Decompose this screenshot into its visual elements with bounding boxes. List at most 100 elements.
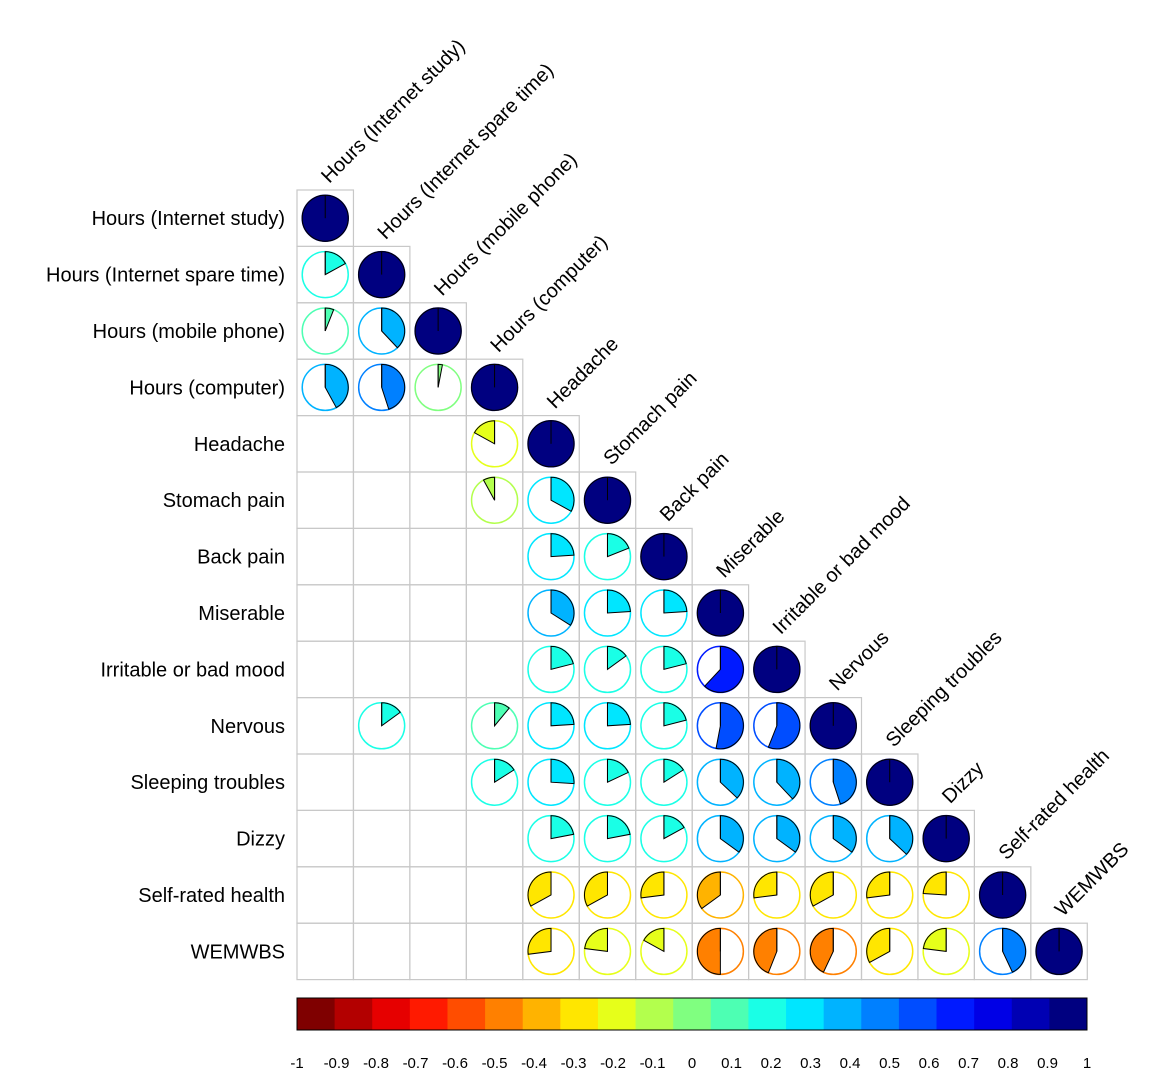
matrix-cell [409,753,467,812]
matrix-cell [296,922,355,981]
matrix-cell [409,866,467,924]
correlation-pie [809,927,858,976]
colorbar-tick-label: 0.9 [1037,1055,1058,1072]
correlation-pie [583,532,632,581]
colorbar-segment [485,998,524,1030]
column-label: Nervous [825,627,893,695]
colorbar-segment [748,998,787,1030]
matrix-cell [409,584,467,642]
colorbar-tick-label: -0.1 [640,1055,666,1072]
correlation-pie [640,871,688,919]
correlation-pie [809,702,858,750]
colorbar-tick-label: 0.4 [840,1055,861,1072]
colorbar-segment [786,998,825,1030]
colorbar: -1 -0.9 -0.8 -0.7 -0.6 -0.5 -0.4 -0.3 -0.2 -0.1 0 0… [290,997,1091,1072]
matrix-cell [409,415,467,473]
correlation-pie [470,476,519,524]
correlation-pie [527,476,575,524]
row-label: Self-rated health [138,885,285,907]
colorbar-segment [597,998,637,1030]
colorbar-segment [1049,998,1088,1030]
correlation-pie [583,476,632,524]
colorbar-segment [447,998,486,1030]
colorbar-segment [936,998,975,1030]
row-labels: Hours (Internet study) Hours (Internet sp… [46,208,285,963]
matrix-cell [352,922,411,981]
matrix-cell [296,753,355,812]
matrix-cell [352,640,411,699]
correlation-pie [357,307,406,355]
row-label: Stomach pain [163,490,285,512]
correlation-pie [640,758,688,806]
matrix-cell [352,584,411,642]
correlation-pie [357,363,406,412]
colorbar-tick-label: -1 [290,1055,303,1072]
matrix-cell [465,640,524,699]
row-label: Hours (Internet study) [92,208,285,230]
correlation-pie [301,363,349,412]
correlation-pie [357,250,406,299]
correlation-pie [640,702,688,750]
colorbar-segment [673,998,712,1030]
colorbar-segment [522,998,561,1030]
correlation-pie [922,927,970,976]
correlation-pie [696,871,745,919]
matrix-cell [409,696,467,755]
colorbar-tick-label: -0.6 [442,1055,468,1072]
column-label: Irritable or bad mood [769,493,915,639]
colorbar-segment [635,998,674,1030]
correlation-pie [753,927,801,976]
matrix-cell [352,809,411,868]
colorbar-segment [823,998,862,1030]
correlation-pie [414,363,462,412]
correlation-pie [809,758,858,806]
column-label: Miserable [712,505,789,582]
colorbar-tick-label: 0.8 [998,1055,1019,1072]
colorbar-tick-label: 0.2 [761,1055,782,1072]
row-label: Miserable [198,603,285,625]
colorbar-segment [898,998,938,1030]
row-label: WEMWBS [191,941,285,963]
correlation-pie [583,814,632,863]
correlation-pie [640,532,688,581]
matrix-cell [409,640,467,699]
column-label: Sleeping troubles [882,627,1007,752]
colorbar-tick-label: 0 [688,1055,696,1072]
colorbar-segment [409,998,448,1030]
column-label: Stomach pain [599,368,701,470]
colorbar-segment [1011,998,1050,1030]
colorbar-tick-label: -0.9 [324,1055,350,1072]
matrix-cell [352,753,411,812]
correlation-pie [696,702,745,750]
correlation-pie [696,645,745,694]
correlation-pie [640,814,688,863]
row-label: Nervous [211,716,285,738]
matrix-cell [465,922,524,981]
matrix-cell [409,922,467,981]
colorbar-tick-label: -0.8 [363,1055,389,1072]
matrix-cell [352,866,411,924]
matrix-cell [296,527,355,586]
correlation-pie [922,814,970,863]
correlation-pie [865,927,914,976]
correlation-pie [301,307,349,355]
colorbar-tick-label: 0.6 [919,1055,940,1072]
correlation-pie [301,194,349,242]
correlation-pie [301,250,349,299]
correlation-pie [865,814,914,863]
correlation-pie [640,589,688,637]
column-label: Hours (computer) [487,231,613,357]
correlation-pie [527,758,575,806]
colorbar-segment [560,998,599,1030]
colorbar-tick-label: -0.5 [482,1055,508,1072]
correlation-pie [640,927,688,976]
correlation-pie [1035,927,1083,976]
row-label: Sleeping troubles [130,772,285,794]
matrix-cell [465,527,524,586]
correlation-pie [865,758,914,806]
correlation-pie [583,702,632,750]
row-label: Hours (mobile phone) [93,321,285,343]
correlation-pie [696,758,745,806]
colorbar-tick-label: 0.1 [721,1055,742,1072]
